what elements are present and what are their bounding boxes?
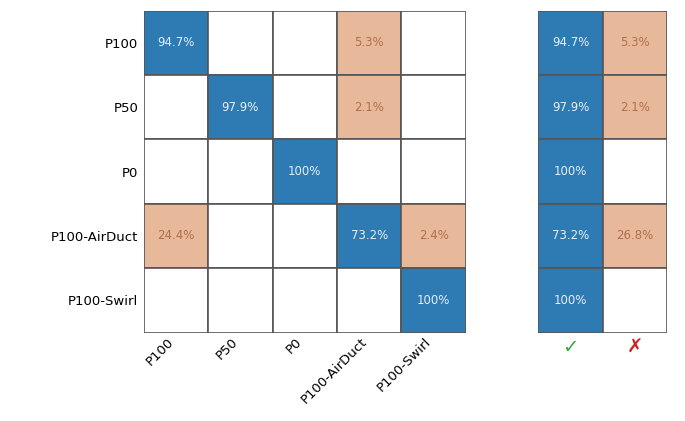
Text: 73.2%: 73.2% [552,229,589,242]
Bar [273,75,337,139]
Bar [401,11,466,75]
Bar [603,204,667,268]
Bar [538,204,603,268]
Bar [208,268,273,333]
Bar [603,11,667,75]
Bar [401,204,466,268]
Bar [273,139,337,204]
Bar [337,139,401,204]
Bar [144,268,208,333]
Text: 100%: 100% [554,165,587,178]
Bar [337,204,401,268]
Text: 2.1%: 2.1% [354,101,384,114]
Text: 2.1%: 2.1% [620,101,650,114]
Bar [603,268,667,333]
Bar [144,204,208,268]
Bar [538,75,603,139]
Bar [144,11,208,75]
Text: 94.7%: 94.7% [552,36,589,49]
Bar [401,75,466,139]
Bar [273,268,337,333]
Text: 97.9%: 97.9% [222,101,259,114]
Bar [538,268,603,333]
Text: 26.8%: 26.8% [616,229,653,242]
Text: 24.4%: 24.4% [158,229,195,242]
Bar [208,139,273,204]
Bar [401,268,466,333]
Bar [273,11,337,75]
Bar [337,268,401,333]
Bar [603,75,667,139]
Bar [144,139,208,204]
Text: 97.9%: 97.9% [552,101,589,114]
Text: 100%: 100% [417,294,450,307]
Bar [273,204,337,268]
Bar [538,11,603,75]
Text: 100%: 100% [288,165,321,178]
Bar [144,75,208,139]
Bar [337,75,401,139]
Text: 100%: 100% [554,294,587,307]
Bar [208,204,273,268]
Bar [208,11,273,75]
Text: 94.7%: 94.7% [158,36,195,49]
Bar [401,139,466,204]
Text: 73.2%: 73.2% [351,229,388,242]
Bar [603,139,667,204]
Text: 2.4%: 2.4% [419,229,449,242]
Bar [538,139,603,204]
Text: 5.3%: 5.3% [354,36,384,49]
Text: 5.3%: 5.3% [620,36,650,49]
Bar [337,11,401,75]
Bar [208,75,273,139]
